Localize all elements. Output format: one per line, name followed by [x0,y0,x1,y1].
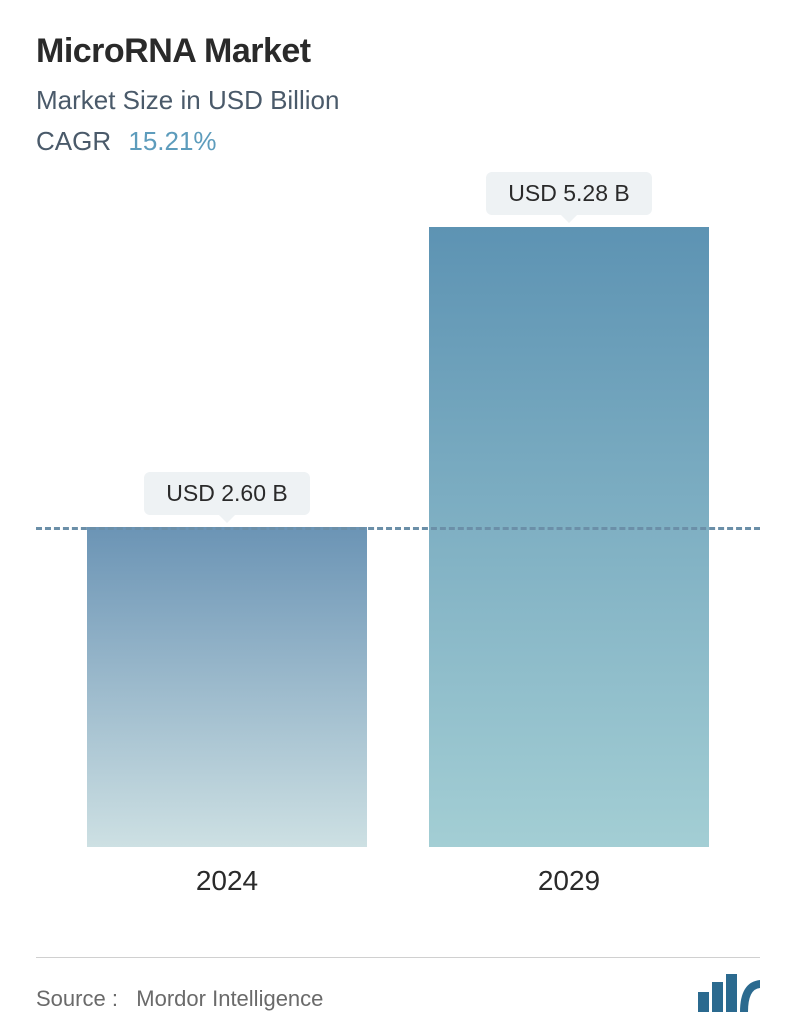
x-label-2024: 2024 [87,865,367,897]
cagr-value: 15.21% [128,126,216,156]
cagr-row: CAGR 15.21% [36,126,760,157]
value-pill-2024: USD 2.60 B [144,472,309,515]
value-pill-2029: USD 5.28 B [486,172,651,215]
source-label: Source : [36,986,118,1011]
reference-line [36,527,760,530]
x-label-2029: 2029 [429,865,709,897]
chart-subtitle: Market Size in USD Billion [36,85,760,116]
logo-icon [698,974,760,1012]
mordor-logo [698,974,760,1012]
footer: Source : Mordor Intelligence [36,957,760,1012]
bar-2029 [429,227,709,847]
source-name [124,986,136,1011]
bars-container: USD 2.60 B USD 5.28 B [36,167,760,847]
chart-title: MicroRNA Market [36,32,760,71]
bar-2024 [87,527,367,847]
bar-group-2029: USD 5.28 B [429,172,709,847]
source-text: Source : Mordor Intelligence [36,986,323,1012]
cagr-label: CAGR [36,126,111,156]
chart-area: USD 2.60 B USD 5.28 B 2024 2029 [36,167,760,897]
x-axis-labels: 2024 2029 [36,865,760,897]
source-name-value: Mordor Intelligence [136,986,323,1011]
